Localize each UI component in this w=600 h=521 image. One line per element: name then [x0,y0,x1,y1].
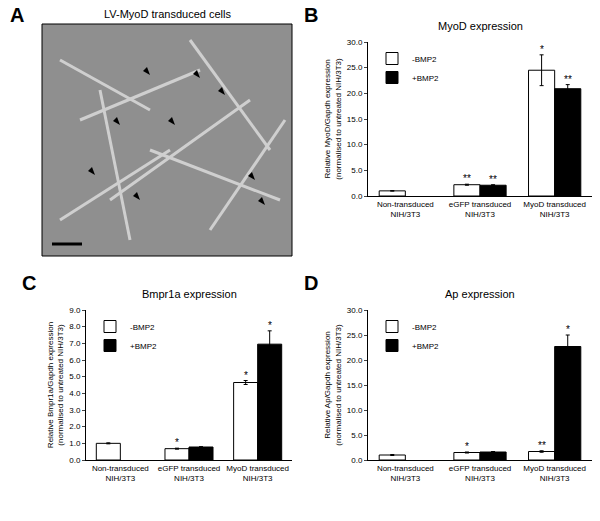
svg-text:4.0: 4.0 [69,389,81,398]
svg-text:6.0: 6.0 [69,356,81,365]
svg-text:B: B [304,4,318,26]
svg-text:*: * [540,44,544,55]
svg-text:10.0: 10.0 [347,140,363,149]
svg-text:-BMP2: -BMP2 [412,55,437,64]
svg-text:*: * [175,437,179,448]
svg-text:eGFP transducedNIH/3T3: eGFP transducedNIH/3T3 [449,200,512,219]
svg-text:+BMP2: +BMP2 [412,342,439,351]
svg-text:+BMP2: +BMP2 [130,342,157,351]
svg-text:Non-transducedNIH/3T3: Non-transducedNIH/3T3 [377,200,434,219]
svg-text:9.0: 9.0 [69,306,81,315]
svg-text:**: ** [538,440,546,451]
svg-text:8.0: 8.0 [69,322,81,331]
svg-text:Relative Bmpr1a/Gapdh expressi: Relative Bmpr1a/Gapdh expression(normali… [46,322,65,448]
svg-text:**: ** [463,173,471,184]
svg-text:30.0: 30.0 [347,38,363,47]
svg-text:-BMP2: -BMP2 [412,323,437,332]
svg-text:**: ** [564,74,572,85]
svg-text:0.0: 0.0 [69,456,81,465]
svg-text:15.0: 15.0 [347,381,363,390]
svg-text:*: * [465,441,469,452]
svg-text:MyoD transducedNIH/3T3: MyoD transducedNIH/3T3 [523,464,586,483]
svg-text:0.0: 0.0 [351,192,363,201]
svg-text:eGFP transducedNIH/3T3: eGFP transducedNIH/3T3 [449,464,512,483]
svg-text:25.0: 25.0 [347,63,363,72]
svg-text:D: D [304,272,318,294]
svg-text:Non-transducedNIH/3T3: Non-transducedNIH/3T3 [377,464,434,483]
svg-text:5.0: 5.0 [351,166,363,175]
svg-text:10.0: 10.0 [347,406,363,415]
svg-text:3.0: 3.0 [69,406,81,415]
svg-text:*: * [268,320,272,331]
svg-text:Bmpr1a expression: Bmpr1a expression [142,288,237,300]
svg-text:LV-MyoD transduced cells: LV-MyoD transduced cells [104,8,231,20]
svg-text:Relative Ap/Gapdh expression(n: Relative Ap/Gapdh expression(normalised … [323,324,342,446]
svg-text:1.0: 1.0 [69,439,81,448]
svg-text:2.0: 2.0 [69,422,81,431]
svg-text:MyoD transducedNIH/3T3: MyoD transducedNIH/3T3 [523,200,586,219]
svg-text:**: ** [489,174,497,185]
svg-text:Non-transducedNIH/3T3: Non-transducedNIH/3T3 [92,464,149,483]
svg-text:eGFP transducedNIH/3T3: eGFP transducedNIH/3T3 [158,464,221,483]
svg-text:0.0: 0.0 [351,456,363,465]
svg-text:MyoD transducedNIH/3T3: MyoD transducedNIH/3T3 [226,464,289,483]
svg-text:+BMP2: +BMP2 [412,74,439,83]
svg-text:-BMP2: -BMP2 [130,323,155,332]
svg-text:C: C [22,272,36,294]
svg-text:Relative MyoD/Gapdh expression: Relative MyoD/Gapdh expression(normalise… [323,58,342,180]
svg-text:5.0: 5.0 [69,372,81,381]
svg-text:*: * [566,324,570,335]
svg-text:25.0: 25.0 [347,331,363,340]
svg-text:MyoD expression: MyoD expression [438,20,523,32]
svg-text:15.0: 15.0 [347,115,363,124]
svg-text:20.0: 20.0 [347,89,363,98]
svg-text:Ap expression: Ap expression [445,288,515,300]
svg-text:7.0: 7.0 [69,339,81,348]
svg-text:*: * [244,370,248,381]
svg-text:5.0: 5.0 [351,431,363,440]
svg-text:A: A [10,4,24,26]
svg-text:20.0: 20.0 [347,356,363,365]
svg-text:30.0: 30.0 [347,306,363,315]
